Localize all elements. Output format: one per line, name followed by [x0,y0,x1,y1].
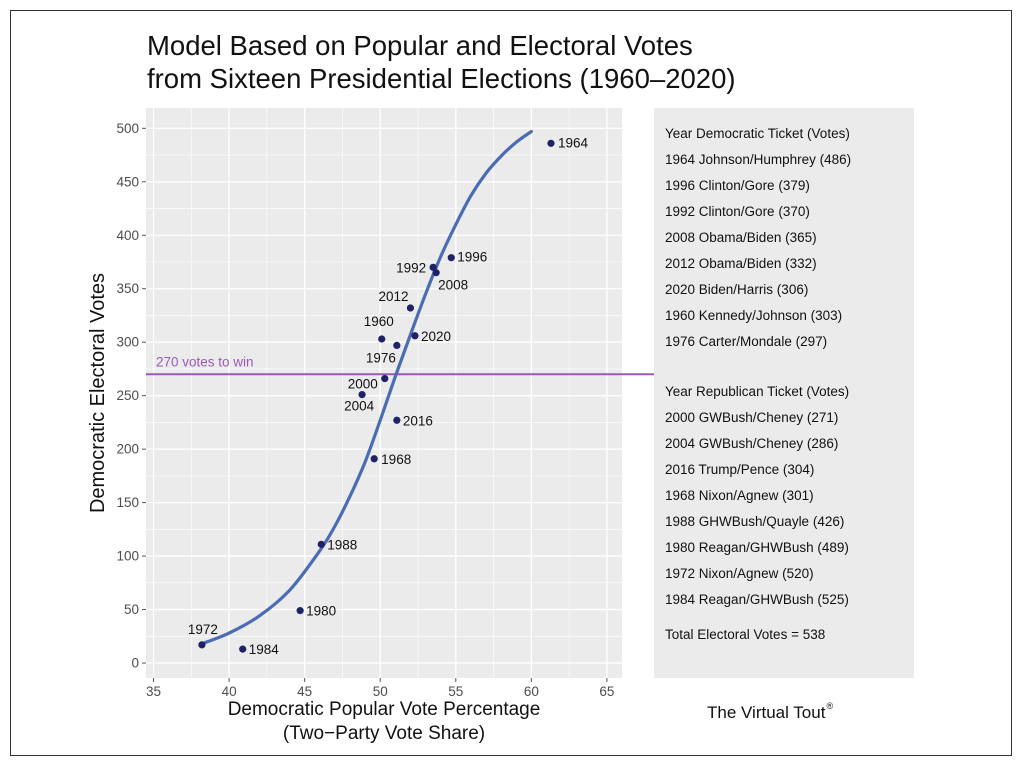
y-tick-label: 100 [116,549,139,564]
rep-item: 1972 Nixon/Agnew (520) [665,566,814,581]
data-point-label: 2000 [348,377,378,392]
rep-item: 2016 Trump/Pence (304) [665,462,815,477]
x-axis-label: Democratic Popular Vote Percentage [228,699,541,720]
data-point [432,269,440,277]
x-tick-label: 45 [297,684,312,699]
y-tick-label: 250 [116,388,139,403]
y-tick-label: 350 [116,281,139,296]
data-point [429,263,437,271]
x-tick-label: 60 [524,684,539,699]
total-votes: Total Electoral Votes = 538 [665,627,826,642]
x-tick-label: 40 [222,684,237,699]
dem-item: 2020 Biden/Harris (306) [665,282,809,297]
dem-item: 2012 Obama/Biden (332) [665,256,817,271]
data-point-label: 2008 [438,278,468,293]
data-point-label: 1980 [306,604,336,619]
data-point [378,335,386,343]
data-point-label: 1988 [327,537,357,552]
y-tick-label: 450 [116,174,139,189]
plot-area [146,108,622,678]
dem-item: 1960 Kennedy/Johnson (303) [665,308,843,323]
rep-item: 1988 GHWBush/Quayle (426) [665,514,845,529]
rep-header: Year Republican Ticket (Votes) [665,384,850,399]
data-point-label: 1992 [396,260,426,275]
rep-item: 2004 GWBush/Cheney (286) [665,436,839,451]
data-point [198,641,206,649]
registered-mark: ® [826,701,834,711]
rep-item: 1980 Reagan/GHWBush (489) [665,540,849,555]
y-tick-label: 200 [116,442,139,457]
brand-logo: The Virtual Tout® [707,701,834,723]
data-point [393,341,401,350]
rep-item: 1968 Nixon/Agnew (301) [665,488,814,503]
rep-item: 1984 Reagan/GHWBush (525) [665,592,849,607]
chart-title-line-2: from Sixteen Presidential Elections (196… [147,63,736,94]
fit-curve [200,129,533,646]
axes: 0 50 100 150 200 250 300 350 400 450 500 35 40 45 50 55… [116,121,614,699]
data-point-label: 2016 [403,413,433,428]
data-point [381,374,389,383]
data-point-label: 2004 [344,399,375,414]
data-point-label: 1976 [366,350,396,365]
data-point-label: 1984 [249,642,280,657]
y-tick-label: 400 [116,228,139,243]
threshold-label: 270 votes to win [156,354,254,369]
y-tick-label: 500 [116,121,139,136]
data-point-label: 1996 [457,250,487,265]
x-tick-label: 55 [448,684,463,699]
dem-item: 1992 Clinton/Gore (370) [665,204,810,219]
data-point-label: 2020 [421,329,451,344]
brand-name: The Virtual Tout [707,703,826,722]
chart-title-line-1: Model Based on Popular and Electoral Vot… [147,30,693,61]
x-axis-sublabel: (Two−Party Vote Share) [283,723,485,744]
x-tick-label: 50 [373,684,388,699]
data-points: 1960 1964 1968 1972 1976 1980 1984 1988 1992 1996… [188,135,589,657]
dem-header: Year Democratic Ticket (Votes) [665,126,850,141]
data-point [406,304,415,312]
data-point-label: 1964 [558,135,589,150]
data-point-label: 1960 [364,314,394,329]
data-point [358,391,366,399]
dem-item: 2008 Obama/Biden (365) [665,230,817,245]
data-point-label: 2012 [378,289,408,304]
y-tick-label: 50 [124,602,139,617]
gridlines [146,108,622,678]
data-point-label: 1968 [381,452,411,467]
legend-panel: Year Democratic Ticket (Votes) 1964 John… [654,108,914,678]
data-point [411,332,419,340]
y-tick-label: 150 [116,495,139,510]
fit-curve-layer [200,129,533,646]
y-axis-label: Democratic Electoral Votes [87,273,109,513]
chart-title: Model Based on Popular and Electoral Vot… [147,29,736,95]
dem-item: 1976 Carter/Mondale (297) [665,334,828,349]
x-tick-label: 35 [146,684,161,699]
data-point [393,416,401,424]
figure-frame [10,10,1012,756]
dem-item: 1964 Johnson/Humphrey (486) [665,152,852,167]
data-point [370,455,378,463]
y-tick-label: 300 [116,335,139,350]
data-point [547,139,555,147]
data-point [296,607,304,615]
x-tick-label: 65 [599,684,614,699]
data-point [239,645,247,653]
y-tick-label: 0 [131,656,139,671]
data-point-label: 1972 [188,622,218,637]
data-point [447,254,455,262]
rep-item: 2000 GWBush/Cheney (271) [665,410,839,425]
data-point [317,540,325,548]
dem-item: 1996 Clinton/Gore (379) [665,178,810,193]
